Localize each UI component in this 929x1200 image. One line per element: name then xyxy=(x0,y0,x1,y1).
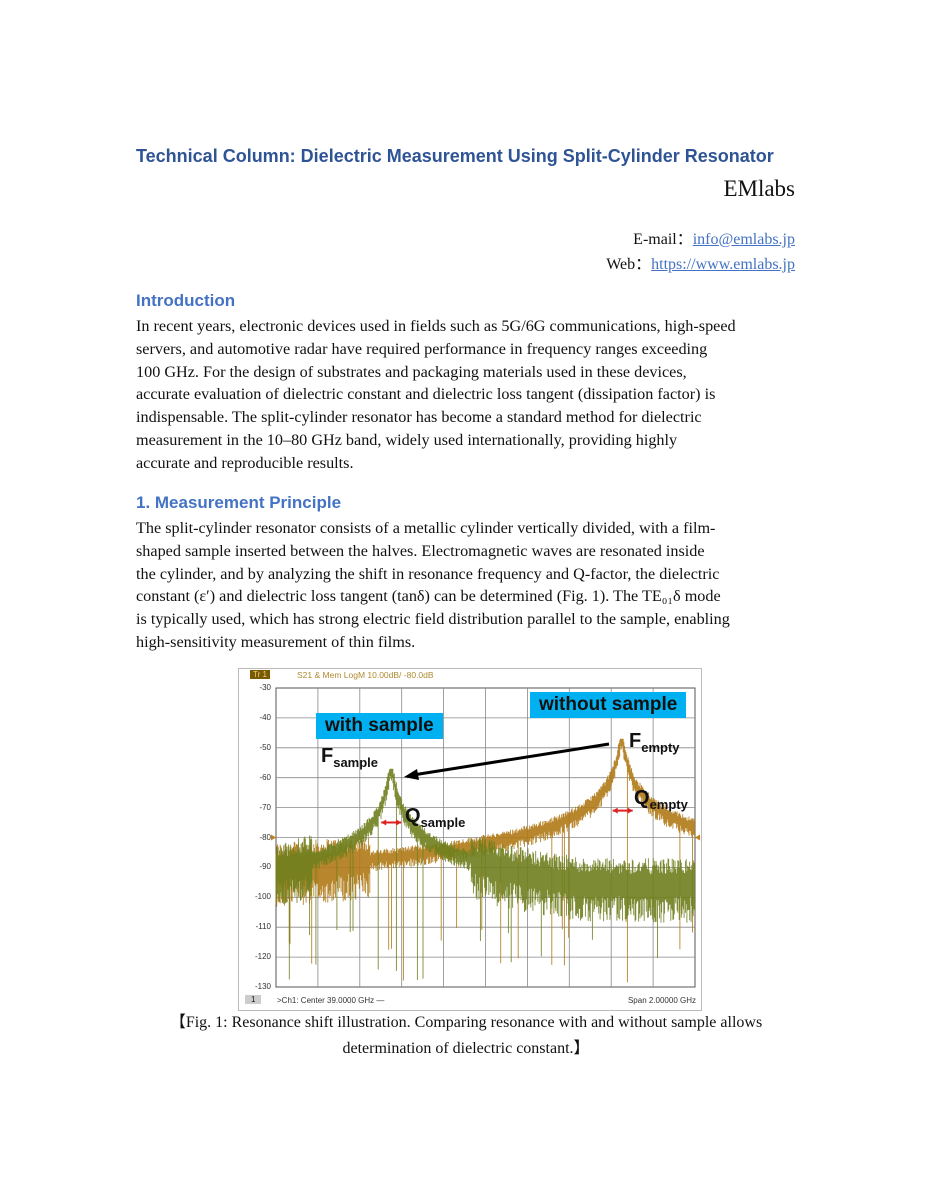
reference-marker-left xyxy=(271,834,276,841)
text-line: shaped sample inserted between the halve… xyxy=(136,541,705,560)
text-line: The split-cylinder resonator consists of… xyxy=(136,519,716,537)
q-sample-arrow-head xyxy=(396,819,402,826)
q-empty-label: Qempty xyxy=(634,787,688,812)
q-sample-arrow-head xyxy=(381,819,387,826)
q-sample-label: Qsample xyxy=(405,805,466,830)
web-label: Web： xyxy=(606,256,652,273)
plot-svg xyxy=(271,687,700,988)
web-line: Web：https://www.emlabs.jp xyxy=(606,250,795,274)
y-tick-label: -90 xyxy=(259,862,271,872)
q-empty-arrow-head xyxy=(612,807,618,814)
text-line: 100 GHz. For the design of substrates an… xyxy=(136,362,687,381)
intro-heading: Introduction xyxy=(136,291,236,310)
organization: EMlabs xyxy=(723,176,795,201)
center-frequency: >Ch1: Center 39.0000 GHz — xyxy=(277,996,385,1005)
with-sample-label: with sample xyxy=(316,713,443,739)
shift-arrow-head xyxy=(404,769,419,780)
y-tick-label: -40 xyxy=(259,712,271,722)
y-tick-label: -100 xyxy=(254,892,271,902)
y-tick-label: -70 xyxy=(259,802,271,812)
text-line: is typically used, which has strong elec… xyxy=(136,610,730,629)
text-line: the cylinder, and by analyzing the shift… xyxy=(136,564,720,583)
q-empty-arrow-head xyxy=(627,807,633,814)
y-tick-label: -80 xyxy=(259,832,271,842)
text-line: indispensable. The split-cylinder resona… xyxy=(136,408,702,427)
email-label: E-mail： xyxy=(633,231,693,248)
text-line: constant (ε′) and dielectric loss tangen… xyxy=(136,587,721,606)
text-line: accurate evaluation of dielectric consta… xyxy=(136,385,716,404)
with-sample-trace xyxy=(275,768,696,980)
f-empty-label: Fempty xyxy=(629,730,680,755)
text-line: high-sensitivity measurement of thin fil… xyxy=(136,632,416,651)
channel-number: 1 xyxy=(245,995,262,1004)
principle-heading: 1. Measurement Principle xyxy=(136,493,342,512)
trace-tag: Tr 1 xyxy=(250,670,270,679)
page-title: Technical Column: Dielectric Measurement… xyxy=(136,146,774,166)
y-tick-label: -120 xyxy=(254,952,271,962)
figure-caption-line2: determination of dielectric constant.】 xyxy=(342,1040,590,1057)
text-line: servers, and automotive radar have requi… xyxy=(136,339,708,358)
email-link[interactable]: info@emlabs.jp xyxy=(692,231,795,248)
text-line: measurement in the 10–80 GHz band, widel… xyxy=(136,430,678,449)
y-tick-label: -30 xyxy=(259,683,271,692)
y-tick-label: -50 xyxy=(259,742,271,752)
principle-paragraph: The split-cylinder resonator consists of… xyxy=(136,517,806,654)
y-tick-label: -60 xyxy=(259,772,271,782)
web-link[interactable]: https://www.emlabs.jp xyxy=(651,256,795,273)
f-sample-label: Fsample xyxy=(321,745,379,770)
text-line: accurate and reproducible results. xyxy=(136,453,354,472)
without-sample-label: without sample xyxy=(530,692,687,718)
trace-label: S21 & Mem LogM 10.00dB/ -80.0dB xyxy=(297,670,434,680)
y-tick-label: -110 xyxy=(255,922,271,932)
span-frequency: Span 2.00000 GHz xyxy=(627,996,696,1005)
figure-caption-line1: 【Fig. 1: Resonance shift illustration. C… xyxy=(169,1014,763,1031)
figure-resonance-plot: Tr 1 S21 & Mem LogM 10.00dB/ -80.0dB -30… xyxy=(238,668,702,1011)
intro-paragraph: In recent years, electronic devices used… xyxy=(136,315,806,475)
text-line: In recent years, electronic devices used… xyxy=(136,317,736,335)
shift-arrow-line xyxy=(412,742,610,777)
reference-marker-right xyxy=(695,834,700,841)
y-tick-label: -130 xyxy=(254,982,271,991)
email-line: E-mail：info@emlabs.jp xyxy=(633,225,795,249)
